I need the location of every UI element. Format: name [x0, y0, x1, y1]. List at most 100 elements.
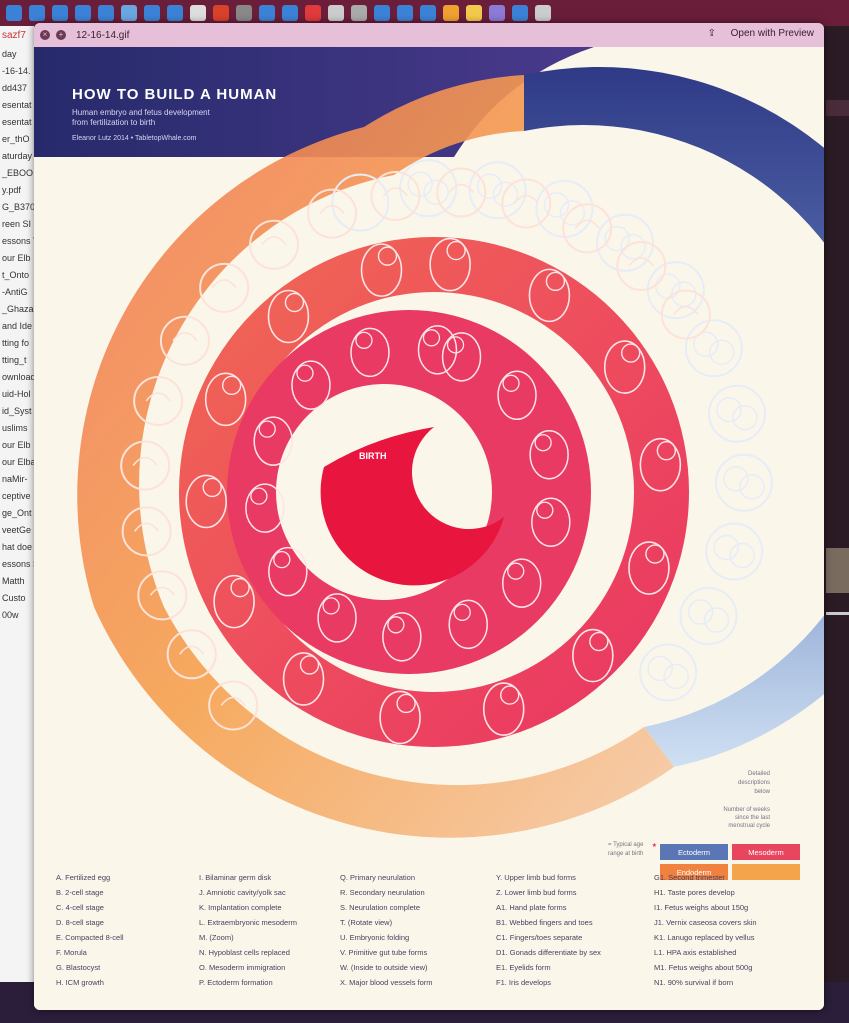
file-sidebar: sazf7 day -16-14. dd437 esentat esentat er_th… — [0, 26, 34, 1023]
file-list-item[interactable]: reen SI — [2, 219, 32, 229]
file-list-item[interactable]: day — [2, 49, 17, 59]
cell-stage-mark — [705, 522, 764, 581]
file-list-item[interactable]: ceptive — [2, 491, 31, 501]
file-list-item[interactable]: essons S — [2, 559, 34, 569]
fetus-mark — [531, 497, 571, 547]
fetus-mark — [529, 429, 569, 480]
germ-layer-label: Mesoderm — [748, 848, 783, 857]
bookmark-icon[interactable] — [167, 5, 183, 21]
file-list-item[interactable]: dd437 — [2, 83, 28, 93]
file-list-item[interactable]: 00w — [2, 610, 19, 620]
bookmark-icon[interactable] — [512, 5, 528, 21]
file-list-item[interactable]: -16-14. — [2, 66, 31, 76]
fetus-mark — [350, 327, 390, 378]
file-list-item[interactable]: _EBOO — [2, 168, 34, 178]
cell-division-mark — [620, 234, 646, 260]
video-thumbnail[interactable] — [826, 548, 849, 593]
file-list-item[interactable]: er_thO — [2, 134, 30, 144]
legend-entry: G. Blastocyst — [56, 963, 101, 972]
share-icon[interactable]: ⇪ — [707, 28, 716, 39]
bookmark-icon[interactable] — [305, 5, 321, 21]
file-list-item[interactable]: hat doe — [2, 542, 33, 552]
open-with-preview-button[interactable]: Open with Preview — [730, 28, 814, 39]
cell-division-mark — [492, 181, 519, 208]
bookmark-icon[interactable] — [259, 5, 275, 21]
expand-icon[interactable]: + — [56, 30, 66, 40]
cell-division-mark — [687, 599, 714, 625]
file-list-item[interactable]: _Ghaza — [2, 304, 34, 314]
file-list-item[interactable]: our Elba — [2, 457, 34, 467]
file-list-item[interactable]: naMir- — [2, 474, 28, 484]
file-list-item[interactable]: ge_Ont — [2, 508, 32, 518]
file-list-item[interactable]: esentat — [2, 100, 32, 110]
bookmark-icon[interactable] — [282, 5, 298, 21]
cell-stage-mark — [646, 261, 705, 320]
file-list-item[interactable]: uslims — [2, 423, 28, 433]
file-list-item[interactable]: ownload — [2, 372, 34, 382]
legend-entry: S. Neurulation complete — [340, 903, 421, 912]
bookmark-icon[interactable] — [121, 5, 137, 21]
bookmark-icon[interactable] — [466, 5, 482, 21]
cell-division-mark — [703, 607, 730, 633]
legend-entry: G1. Second trimester — [654, 873, 725, 882]
bookmark-icon[interactable] — [351, 5, 367, 21]
bookmark-icon[interactable] — [489, 5, 505, 21]
bookmark-icon[interactable] — [52, 5, 68, 21]
bookmark-icon[interactable] — [144, 5, 160, 21]
bookmark-icon[interactable] — [98, 5, 114, 21]
fetus-head-mark — [507, 562, 525, 580]
file-list-item[interactable]: Matth — [2, 576, 25, 586]
file-list-item[interactable]: our Elb — [2, 440, 31, 450]
bookmark-icon[interactable] — [328, 5, 344, 21]
file-list-item[interactable]: aturday — [2, 151, 33, 161]
embryo-stages-outer — [120, 167, 711, 731]
legend-entry: E. Compacted 8-cell — [56, 933, 124, 942]
file-list-item[interactable]: and Ide — [2, 321, 33, 331]
embryo-fold-mark — [211, 279, 237, 289]
bookmark-icon[interactable] — [190, 5, 206, 21]
fetus-mark — [528, 268, 571, 323]
bookmark-icon[interactable] — [213, 5, 229, 21]
file-list-item[interactable]: -AntiG — [2, 287, 28, 297]
fetus-mark — [267, 289, 310, 344]
bookmark-icon[interactable] — [374, 5, 390, 21]
embryo-stage-mark — [370, 170, 421, 221]
fetus-head-mark — [645, 544, 665, 564]
bookmark-icon[interactable] — [535, 5, 551, 21]
background-divider — [826, 612, 849, 615]
bookmark-icon[interactable] — [29, 5, 45, 21]
legend-entry: E1. Eyelids form — [496, 963, 551, 972]
window-titlebar: × + 12-16-14.gif ⇪ Open with Preview — [34, 23, 824, 47]
embryo-fold-mark — [133, 522, 160, 532]
embryo-fold-mark — [132, 456, 158, 466]
embryo-fold-mark — [149, 586, 175, 596]
embryo-stage-mark — [562, 203, 613, 254]
embryo-fold-mark — [319, 204, 345, 215]
file-list-item[interactable]: t_Onto — [2, 270, 30, 280]
cell-stage-mark — [714, 453, 773, 512]
fetus-head-mark — [422, 329, 441, 347]
file-list-item[interactable]: G_B370 — [2, 202, 34, 212]
legend-entry: J1. Vernix caseosa covers skin — [654, 918, 757, 927]
fetus-head-mark — [230, 577, 250, 598]
bookmark-icon[interactable] — [75, 5, 91, 21]
file-list-item[interactable]: our Elb — [2, 253, 31, 263]
bookmark-icon[interactable] — [420, 5, 436, 21]
bookmark-icon[interactable] — [236, 5, 252, 21]
file-list-item[interactable]: uid-Hol — [2, 389, 31, 399]
legend-entry: N. Hypoblast cells replaced — [199, 948, 290, 957]
poster-subtitle-2: from fertilization to birth — [72, 118, 155, 127]
file-list-item[interactable]: veetGe — [2, 525, 32, 535]
bookmark-icon[interactable] — [6, 5, 22, 21]
file-list-item[interactable]: id_Syst — [2, 406, 32, 416]
file-list-item[interactable]: esentat — [2, 117, 32, 127]
file-list-item[interactable]: Custo — [2, 593, 26, 603]
bookmark-icon[interactable] — [397, 5, 413, 21]
file-list-item[interactable]: essons T — [2, 236, 34, 246]
bookmark-icon[interactable] — [443, 5, 459, 21]
fetus-head-mark — [545, 271, 566, 292]
close-icon[interactable]: × — [40, 30, 50, 40]
file-list-item[interactable]: y.pdf — [2, 185, 21, 195]
file-list-item[interactable]: tting fo — [2, 338, 30, 348]
file-list-item[interactable]: tting_t — [2, 355, 27, 365]
